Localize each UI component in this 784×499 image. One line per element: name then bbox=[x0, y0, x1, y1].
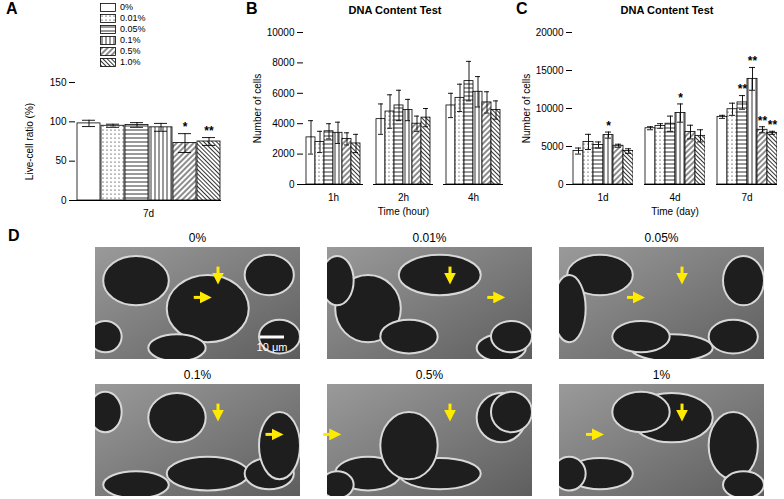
svg-text:1%: 1% bbox=[653, 368, 671, 382]
svg-text:D: D bbox=[8, 227, 20, 244]
html-text:A: A bbox=[6, 0, 18, 17]
svg-text:*: * bbox=[606, 119, 611, 133]
svg-text:2000: 2000 bbox=[272, 148, 295, 159]
svg-text:**: ** bbox=[748, 54, 758, 68]
svg-text:0: 0 bbox=[61, 195, 67, 206]
svg-text:Number of cells: Number of cells bbox=[521, 74, 532, 143]
svg-text:Live-cell ratio (%): Live-cell ratio (%) bbox=[24, 103, 35, 180]
svg-text:4d: 4d bbox=[669, 192, 680, 203]
html-text:DNA Content Test: DNA Content Test bbox=[348, 4, 442, 16]
svg-text:0: 0 bbox=[558, 179, 564, 190]
svg-text:50: 50 bbox=[55, 155, 67, 166]
svg-text:100: 100 bbox=[50, 116, 67, 127]
svg-text:20000: 20000 bbox=[536, 27, 564, 38]
svg-text:1d: 1d bbox=[597, 192, 608, 203]
svg-text:0: 0 bbox=[289, 179, 295, 190]
svg-text:4h: 4h bbox=[468, 192, 479, 203]
html-text:0%: 0% bbox=[120, 2, 133, 12]
svg-text:*: * bbox=[183, 120, 188, 134]
svg-text:0.05%: 0.05% bbox=[644, 231, 678, 245]
svg-text:0.01%: 0.01% bbox=[412, 231, 446, 245]
html-text:0.5%: 0.5% bbox=[120, 46, 141, 56]
svg-text:150: 150 bbox=[50, 77, 67, 88]
html-text:0.05%: 0.05% bbox=[120, 24, 146, 34]
svg-text:Time (day): Time (day) bbox=[651, 206, 698, 217]
svg-text:8000: 8000 bbox=[272, 57, 295, 68]
svg-text:0.5%: 0.5% bbox=[416, 368, 444, 382]
svg-text:4000: 4000 bbox=[272, 118, 295, 129]
svg-text:10 μm: 10 μm bbox=[257, 341, 288, 353]
svg-text:10000: 10000 bbox=[536, 103, 564, 114]
svg-text:10000: 10000 bbox=[267, 27, 295, 38]
svg-text:0.1%: 0.1% bbox=[184, 368, 212, 382]
html-text:C: C bbox=[516, 0, 528, 17]
svg-text:1h: 1h bbox=[328, 192, 339, 203]
html-text:1.0%: 1.0% bbox=[120, 57, 141, 67]
html-text:0.01%: 0.01% bbox=[120, 13, 146, 23]
svg-text:6000: 6000 bbox=[272, 88, 295, 99]
svg-text:15000: 15000 bbox=[536, 65, 564, 76]
html-text:0.1%: 0.1% bbox=[120, 35, 141, 45]
svg-text:**: ** bbox=[768, 118, 778, 132]
svg-text:2h: 2h bbox=[398, 192, 409, 203]
svg-text:7d: 7d bbox=[741, 192, 752, 203]
svg-text:5000: 5000 bbox=[541, 141, 564, 152]
html-text:DNA Content Test: DNA Content Test bbox=[620, 4, 714, 16]
svg-text:7d: 7d bbox=[143, 208, 154, 219]
svg-text:**: ** bbox=[758, 114, 768, 128]
svg-text:*: * bbox=[678, 91, 683, 105]
svg-text:**: ** bbox=[738, 82, 748, 96]
svg-text:**: ** bbox=[204, 124, 214, 138]
svg-text:0%: 0% bbox=[189, 231, 207, 245]
html-text:B: B bbox=[246, 0, 258, 17]
svg-text:Time (hour): Time (hour) bbox=[378, 206, 429, 217]
svg-text:Number of cells: Number of cells bbox=[252, 74, 263, 143]
